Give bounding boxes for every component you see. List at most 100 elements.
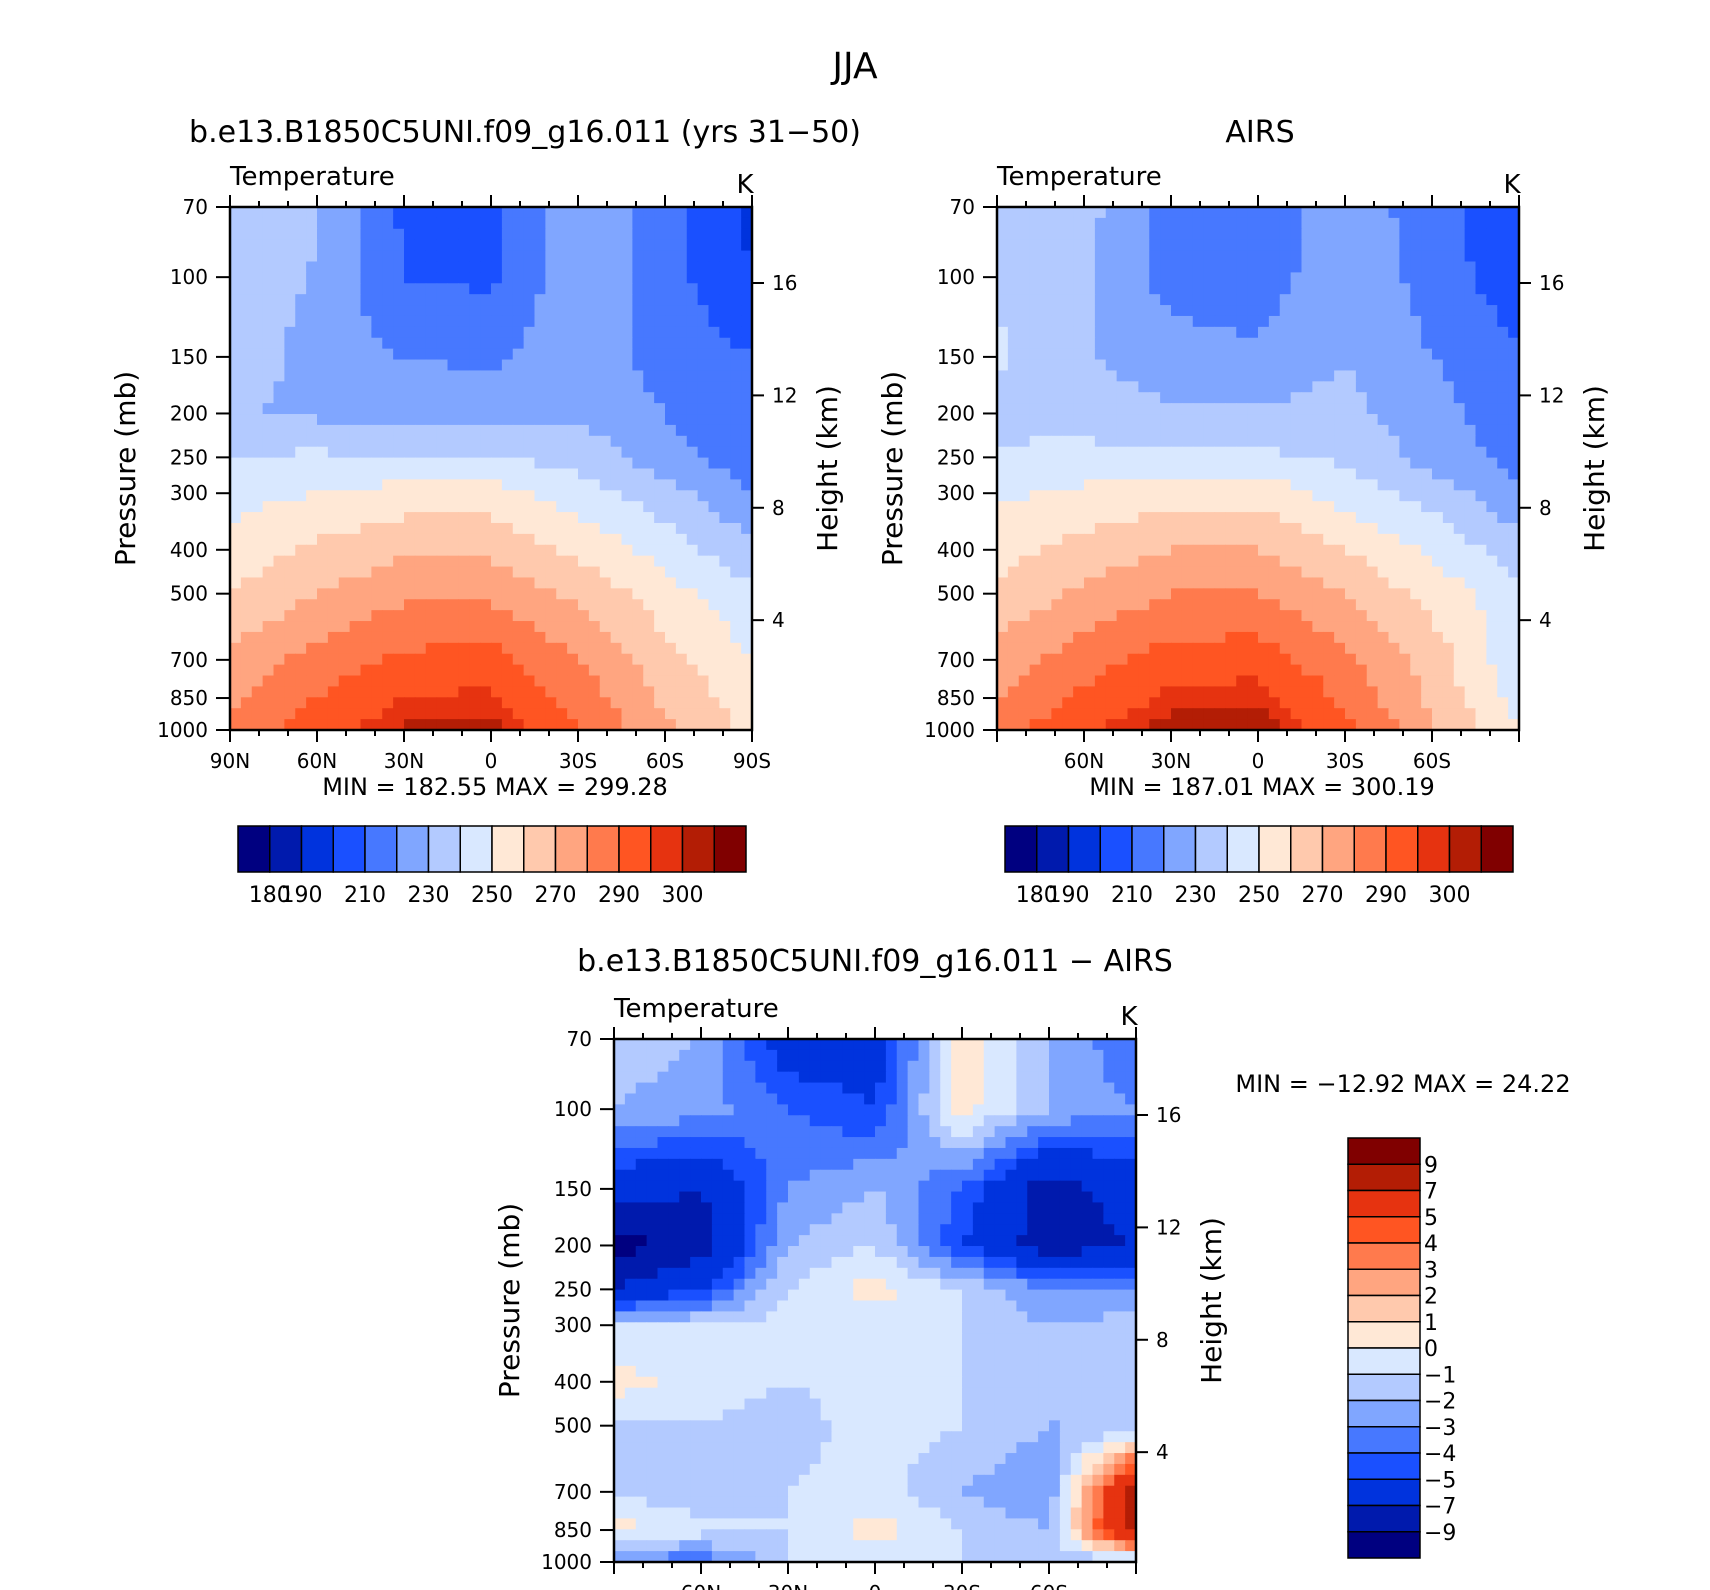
field-cell <box>447 207 459 219</box>
field-cell <box>251 294 264 306</box>
field-cell <box>349 588 362 600</box>
field-cell <box>1366 490 1379 502</box>
field-cell <box>1018 719 1031 731</box>
field-cell <box>1138 239 1150 252</box>
field-cell <box>317 283 329 295</box>
field-cell <box>1290 424 1303 437</box>
field-cell <box>1334 370 1346 382</box>
field-cell <box>327 424 340 437</box>
field-cell <box>1203 239 1216 252</box>
field-cell <box>425 533 438 546</box>
field-cell <box>1442 326 1455 339</box>
field-cell <box>1388 326 1400 339</box>
field-cell <box>643 326 655 339</box>
field-cell <box>545 207 557 219</box>
field-cell <box>1181 512 1194 524</box>
field-cell <box>556 533 568 546</box>
field-cell <box>523 435 536 448</box>
field-cell <box>327 522 340 535</box>
field-cell <box>1192 468 1205 480</box>
field-cell <box>1486 610 1498 622</box>
field-cell <box>491 566 503 579</box>
field-cell <box>1432 315 1444 328</box>
field-cell <box>1421 381 1433 393</box>
field-cell <box>1181 337 1194 350</box>
colorbar-swatch <box>1194 825 1228 873</box>
field-cell <box>414 468 427 480</box>
field-cell <box>1421 414 1433 426</box>
field-cell <box>632 294 644 306</box>
field-cell <box>719 708 731 720</box>
field-cell <box>578 403 590 415</box>
field-cell <box>654 708 666 720</box>
field-cell <box>1160 403 1172 415</box>
field-cell <box>1345 250 1357 263</box>
field-cell <box>458 675 470 688</box>
field-cell <box>665 403 677 415</box>
field-cell <box>436 392 449 404</box>
field-cell <box>556 228 568 241</box>
field-cell <box>404 566 416 579</box>
field-cell <box>1192 599 1205 611</box>
field-cell <box>349 457 362 470</box>
field-cell <box>679 1049 691 1062</box>
field-cell <box>1442 381 1455 393</box>
field-cell <box>741 610 753 622</box>
field-cell <box>643 370 655 382</box>
field-cell <box>1247 588 1259 600</box>
field-cell <box>1214 348 1226 361</box>
field-cell <box>1051 664 1063 677</box>
field-cell <box>1160 533 1172 546</box>
field-cell <box>578 588 590 600</box>
field-cell <box>741 228 753 241</box>
field-cell <box>621 359 633 372</box>
field-cell <box>1486 599 1498 611</box>
colorbar-swatch <box>650 825 684 873</box>
field-cell <box>1258 719 1270 731</box>
field-cell <box>997 283 1009 295</box>
field-cell <box>1051 719 1063 731</box>
field-cell <box>632 533 644 546</box>
field-cell <box>1345 315 1357 328</box>
field-cell <box>480 250 492 263</box>
field-cell <box>1312 522 1324 535</box>
field-cell <box>1149 675 1161 688</box>
field-cell <box>1334 653 1346 666</box>
field-cell <box>621 522 633 535</box>
field-cell <box>1029 501 1042 513</box>
field-cell <box>1258 512 1270 524</box>
field-cell <box>1247 348 1259 361</box>
field-cell <box>1062 522 1074 535</box>
field-cell <box>436 207 449 219</box>
field-cell <box>1508 512 1520 524</box>
field-cell <box>1138 522 1150 535</box>
field-cell <box>1388 631 1400 644</box>
field-cell <box>317 435 329 448</box>
colorbar-swatch <box>1036 825 1070 873</box>
field-cell <box>306 446 318 459</box>
field-cell <box>1279 250 1292 263</box>
field-cell <box>1290 642 1303 655</box>
field-cell <box>1334 642 1346 655</box>
field-cell <box>1301 468 1313 480</box>
field-cell <box>1192 686 1205 698</box>
field-cell <box>1388 621 1400 633</box>
field-cell <box>1323 392 1335 404</box>
field-cell <box>1018 664 1031 677</box>
field-cell <box>230 555 242 568</box>
field-cell <box>730 686 742 698</box>
field-cell <box>643 435 655 448</box>
field-cell <box>393 522 405 535</box>
field-cell <box>1475 522 1487 535</box>
field-cell <box>1399 359 1411 372</box>
field-cell <box>230 392 242 404</box>
field-cell <box>1214 261 1226 273</box>
field-cell <box>665 228 677 241</box>
field-cell <box>1160 544 1172 557</box>
field-cell <box>480 283 492 295</box>
field-cell <box>1312 512 1324 524</box>
field-cell <box>1508 239 1520 252</box>
field-cell <box>1497 294 1509 306</box>
field-cell <box>338 424 351 437</box>
field-cell <box>654 239 666 252</box>
